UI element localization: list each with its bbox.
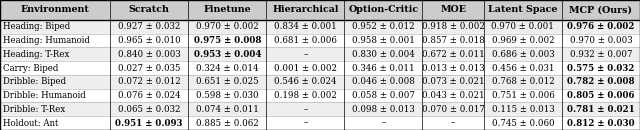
Text: 0.672 ± 0.011: 0.672 ± 0.011: [422, 50, 484, 59]
Text: MCP (Ours): MCP (Ours): [570, 5, 632, 14]
Text: 0.812 ± 0.030: 0.812 ± 0.030: [567, 119, 635, 128]
Text: 0.070 ± 0.017: 0.070 ± 0.017: [422, 105, 484, 114]
Text: 0.751 ± 0.006: 0.751 ± 0.006: [492, 91, 554, 100]
Text: 0.834 ± 0.001: 0.834 ± 0.001: [274, 22, 337, 31]
Text: 0.970 ± 0.002: 0.970 ± 0.002: [196, 22, 259, 31]
Text: –: –: [381, 119, 386, 128]
Text: 0.745 ± 0.060: 0.745 ± 0.060: [492, 119, 554, 128]
Text: 0.072 ± 0.012: 0.072 ± 0.012: [118, 77, 180, 86]
Bar: [0, 47, 640, 61]
Text: 0.076 ± 0.024: 0.076 ± 0.024: [118, 91, 180, 100]
Text: 0.840 ± 0.003: 0.840 ± 0.003: [118, 50, 180, 59]
Text: 0.346 ± 0.011: 0.346 ± 0.011: [352, 64, 415, 73]
Text: Environment: Environment: [20, 5, 90, 14]
Bar: [0, 75, 640, 89]
Text: Scratch: Scratch: [129, 5, 170, 14]
Text: 0.065 ± 0.032: 0.065 ± 0.032: [118, 105, 180, 114]
Text: 0.686 ± 0.003: 0.686 ± 0.003: [492, 50, 554, 59]
Text: Dribble: Humanoid: Dribble: Humanoid: [3, 91, 86, 100]
Text: –: –: [303, 105, 308, 114]
Text: 0.857 ± 0.018: 0.857 ± 0.018: [422, 36, 484, 45]
Text: 0.001 ± 0.002: 0.001 ± 0.002: [274, 64, 337, 73]
Text: Finetune: Finetune: [204, 5, 251, 14]
Bar: [0, 34, 640, 47]
Text: 0.781 ± 0.021: 0.781 ± 0.021: [567, 105, 635, 114]
Text: 0.027 ± 0.035: 0.027 ± 0.035: [118, 64, 180, 73]
Text: 0.965 ± 0.010: 0.965 ± 0.010: [118, 36, 180, 45]
Text: –: –: [451, 119, 455, 128]
Text: Holdout: Ant: Holdout: Ant: [3, 119, 58, 128]
Bar: [0, 20, 640, 34]
Text: Option-Critic: Option-Critic: [348, 5, 419, 14]
Text: 0.546 ± 0.024: 0.546 ± 0.024: [274, 77, 337, 86]
Text: MOE: MOE: [440, 5, 466, 14]
Text: Carry: Biped: Carry: Biped: [3, 64, 58, 73]
Text: 0.918 ± 0.002: 0.918 ± 0.002: [422, 22, 484, 31]
Text: 0.575 ± 0.032: 0.575 ± 0.032: [567, 64, 635, 73]
Text: 0.953 ± 0.004: 0.953 ± 0.004: [193, 50, 261, 59]
Text: 0.098 ± 0.013: 0.098 ± 0.013: [352, 105, 415, 114]
Text: 0.885 ± 0.062: 0.885 ± 0.062: [196, 119, 259, 128]
Text: 0.073 ± 0.021: 0.073 ± 0.021: [422, 77, 484, 86]
Text: –: –: [303, 119, 308, 128]
Text: Heading: Biped: Heading: Biped: [3, 22, 70, 31]
Bar: [0, 89, 640, 102]
Text: Dribble: Biped: Dribble: Biped: [3, 77, 66, 86]
Text: 0.782 ± 0.008: 0.782 ± 0.008: [567, 77, 635, 86]
Text: Heading: Humanoid: Heading: Humanoid: [3, 36, 90, 45]
Text: 0.324 ± 0.014: 0.324 ± 0.014: [196, 64, 259, 73]
Text: 0.456 ± 0.031: 0.456 ± 0.031: [492, 64, 554, 73]
Text: 0.970 ± 0.003: 0.970 ± 0.003: [570, 36, 632, 45]
Text: Dribble: T-Rex: Dribble: T-Rex: [3, 105, 65, 114]
Text: 0.952 ± 0.012: 0.952 ± 0.012: [352, 22, 415, 31]
Text: 0.115 ± 0.013: 0.115 ± 0.013: [492, 105, 554, 114]
Text: 0.969 ± 0.002: 0.969 ± 0.002: [492, 36, 554, 45]
Text: 0.805 ± 0.006: 0.805 ± 0.006: [567, 91, 635, 100]
Text: 0.046 ± 0.008: 0.046 ± 0.008: [352, 77, 415, 86]
Text: 0.768 ± 0.012: 0.768 ± 0.012: [492, 77, 554, 86]
Text: 0.198 ± 0.002: 0.198 ± 0.002: [274, 91, 337, 100]
Bar: [0, 0, 640, 20]
Text: 0.681 ± 0.006: 0.681 ± 0.006: [274, 36, 337, 45]
Text: 0.013 ± 0.013: 0.013 ± 0.013: [422, 64, 484, 73]
Text: –: –: [303, 50, 308, 59]
Text: 0.932 ± 0.007: 0.932 ± 0.007: [570, 50, 632, 59]
Text: 0.598 ± 0.030: 0.598 ± 0.030: [196, 91, 259, 100]
Text: 0.927 ± 0.032: 0.927 ± 0.032: [118, 22, 180, 31]
Text: 0.976 ± 0.002: 0.976 ± 0.002: [567, 22, 635, 31]
Text: 0.830 ± 0.004: 0.830 ± 0.004: [352, 50, 415, 59]
Text: 0.975 ± 0.008: 0.975 ± 0.008: [193, 36, 261, 45]
Text: 0.074 ± 0.011: 0.074 ± 0.011: [196, 105, 259, 114]
Text: 0.043 ± 0.021: 0.043 ± 0.021: [422, 91, 484, 100]
Text: 0.951 ± 0.093: 0.951 ± 0.093: [115, 119, 183, 128]
Text: Latent Space: Latent Space: [488, 5, 557, 14]
Text: 0.651 ± 0.025: 0.651 ± 0.025: [196, 77, 259, 86]
Text: Heading: T-Rex: Heading: T-Rex: [3, 50, 69, 59]
Text: 0.058 ± 0.007: 0.058 ± 0.007: [352, 91, 415, 100]
Bar: [0, 61, 640, 75]
Bar: [0, 102, 640, 116]
Bar: [0, 116, 640, 130]
Text: 0.970 ± 0.001: 0.970 ± 0.001: [492, 22, 554, 31]
Text: Hierarchical: Hierarchical: [272, 5, 339, 14]
Text: 0.958 ± 0.001: 0.958 ± 0.001: [352, 36, 415, 45]
